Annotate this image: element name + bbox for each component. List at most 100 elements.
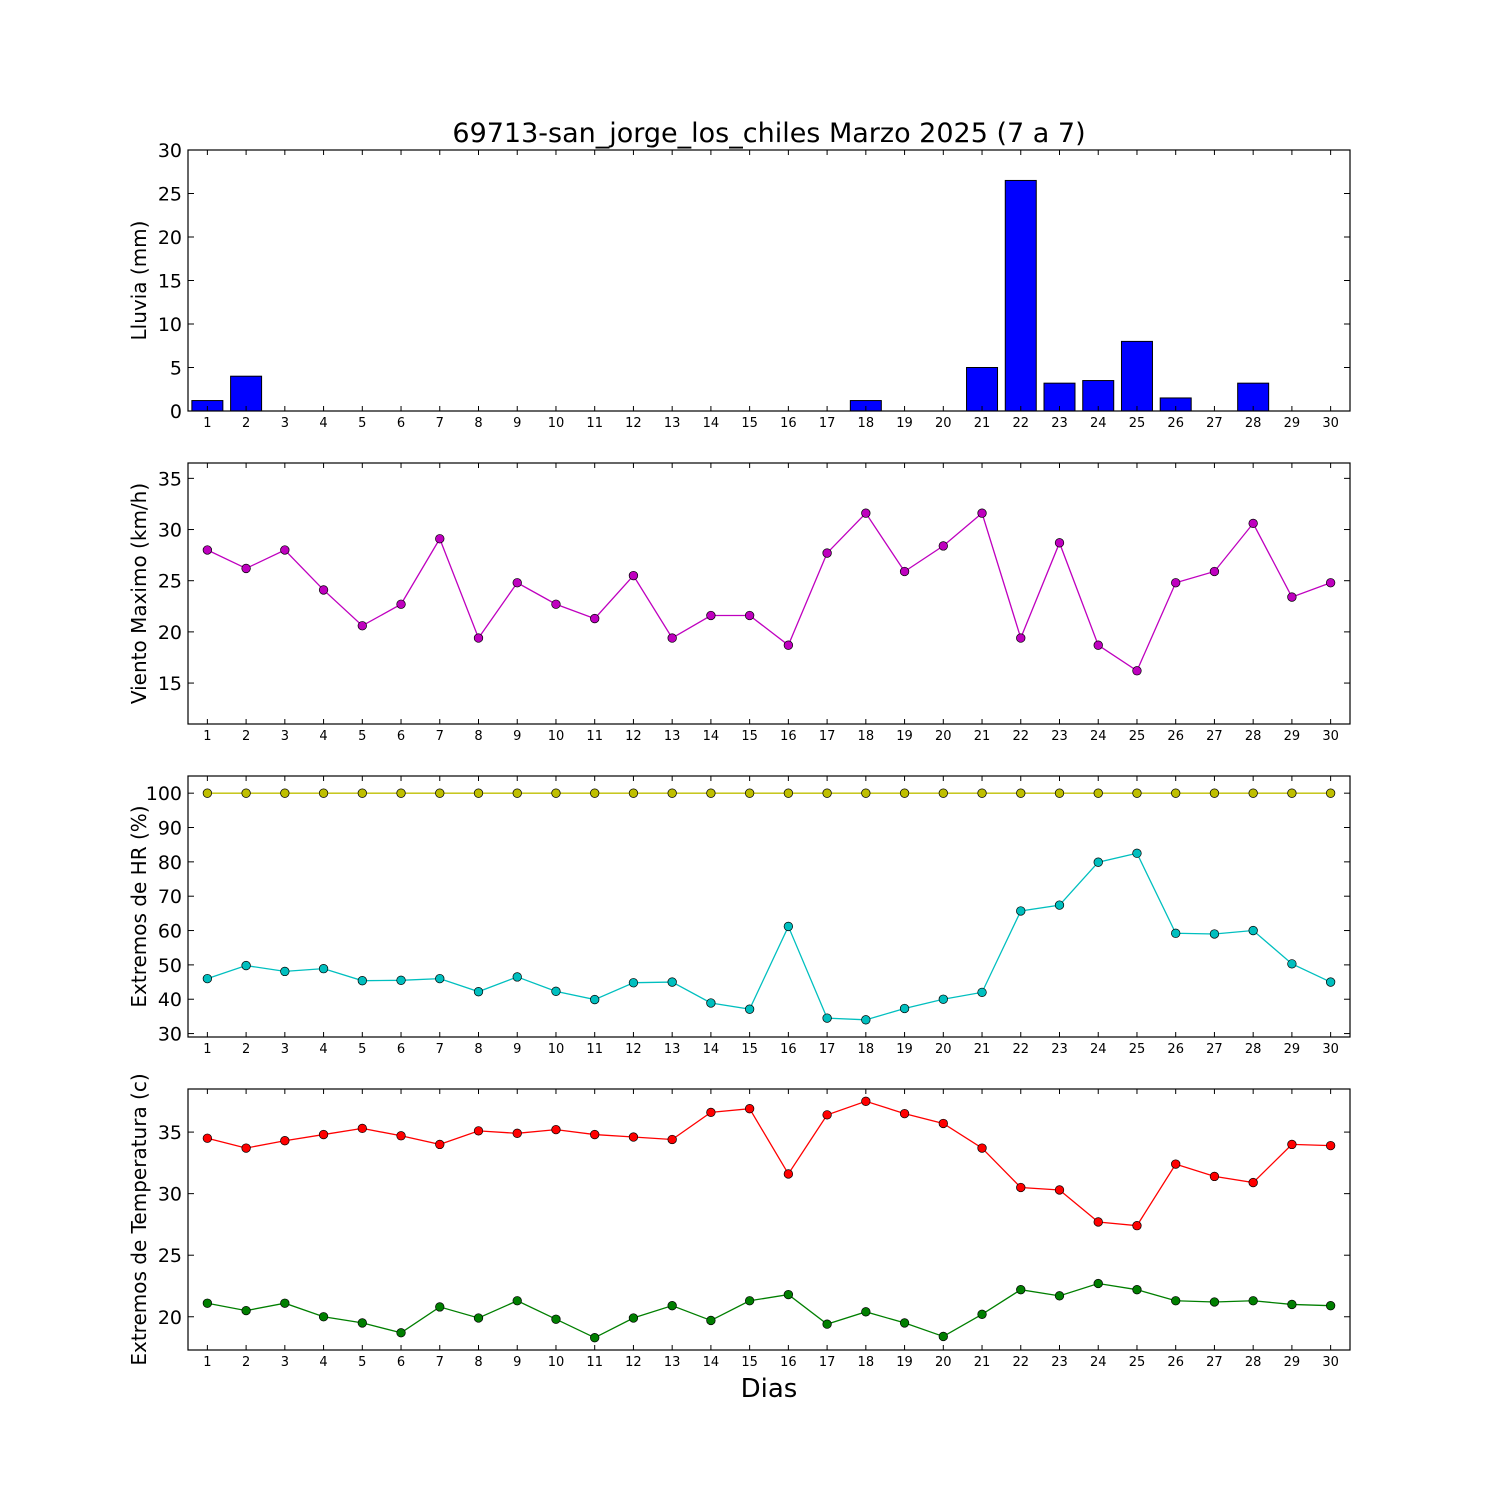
x-tick-label: 3 [281,1042,289,1057]
humidity-point [1016,788,1026,798]
x-tick-label: 21 [974,416,991,431]
x-tick-label: 22 [1012,416,1029,431]
x-tick-label: 9 [513,1042,521,1057]
x-tick-label: 15 [741,1355,758,1370]
x-tick-label: 29 [1284,729,1301,744]
temperature-point [1287,1299,1297,1310]
temperature-point [1325,1140,1336,1151]
temperature-point [551,1124,561,1135]
x-tick-label: 24 [1090,1355,1107,1370]
x-tick-label: 18 [858,1042,875,1057]
humidity-point [551,986,561,996]
wind-y-axis-label: Viento Maximo (km/h) [127,483,151,704]
y-tick-label: 0 [170,401,182,423]
humidity-point [1016,906,1026,916]
x-tick-label: 4 [319,1355,327,1370]
x-tick-label: 19 [896,1042,913,1057]
x-tick-label: 28 [1245,1355,1262,1370]
wind-point [473,633,484,643]
x-tick-label: 19 [896,729,913,744]
x-tick-label: 13 [664,416,681,431]
wind-point [977,508,987,518]
y-tick-label: 15 [158,673,182,695]
y-tick-label: 20 [158,227,182,249]
wind-point [628,570,639,581]
wind-point [241,563,251,574]
rain-plot-frame [187,149,1351,412]
wind-point [1132,666,1142,676]
temperature-point [435,1302,445,1312]
x-tick-label: 18 [858,1355,875,1370]
x-tick-label: 7 [436,729,444,744]
y-tick-label: 25 [158,184,182,206]
temperature-point [667,1301,677,1311]
temperature-point [512,1296,522,1306]
x-tick-label: 19 [896,1355,913,1370]
x-tick-label: 12 [625,729,642,744]
x-tick-label: 5 [358,1042,366,1057]
x-tick-label: 26 [1167,416,1184,431]
humidity-point [1132,848,1142,858]
x-tick-label: 6 [397,1042,405,1057]
humidity-point [396,975,406,985]
x-tick-label: 24 [1090,1042,1107,1057]
panel-rain: 1 2 3 4 5 6 7 8 9 10 11 12 13 14 15 16 17 18 19 20 21 22 23 24 2… [127,140,1351,431]
wind-point [783,640,794,650]
x-tick-label: 22 [1012,1042,1029,1057]
temperature-point [628,1132,639,1142]
humidity-point [241,960,251,971]
x-tick-label: 23 [1051,729,1068,744]
humidity-point [822,1013,832,1023]
x-tick-label: 23 [1051,1042,1068,1057]
x-tick-label: 10 [548,416,565,431]
temperature-y-axis-label: Extremos de Temperatura (c) [127,1073,151,1365]
x-tick-label: 27 [1206,1355,1223,1370]
humidity-point [1132,788,1142,798]
x-tick-label: 14 [703,1042,720,1057]
temperature-point [512,1128,522,1138]
temperature-series-line [207,1100,1331,1227]
temperature-point [1054,1291,1065,1301]
humidity-point [1325,977,1336,987]
x-tick-label: 11 [586,1042,603,1057]
temperature-point [628,1313,639,1323]
humidity-point [280,788,290,798]
humidity-point [1054,788,1065,798]
panel-humidity: 1 2 3 4 5 6 7 8 9 10 11 12 13 14 15 16 17 18 19 20 21 22 23 24 2… [127,775,1351,1057]
x-tick-label: 28 [1245,729,1262,744]
temperature-series-line [207,1282,1331,1339]
x-tick-label: 11 [586,1355,603,1370]
temperature-point [822,1319,832,1329]
humidity-point [1093,857,1103,867]
humidity-point [357,976,367,986]
wind-point [861,508,871,518]
x-tick-label: 16 [780,1355,797,1370]
humidity-point [551,788,561,798]
humidity-point [977,987,987,998]
y-tick-label: 5 [170,358,182,380]
wind-point [202,545,213,555]
temperature-point [1093,1217,1103,1227]
humidity-point [861,1015,871,1025]
x-tick-label: 13 [664,1042,681,1057]
humidity-point [899,1003,910,1014]
x-tick-label: 13 [664,729,681,744]
humidity-point [202,788,213,798]
wind-point [396,599,406,609]
temperature-point [1209,1297,1220,1307]
x-tick-label: 12 [625,1355,642,1370]
humidity-point [977,788,987,798]
x-tick-label: 20 [935,416,952,431]
temperature-point [318,1312,329,1322]
x-tick-label: 11 [586,416,603,431]
x-tick-label: 9 [513,416,521,431]
x-tick-label: 21 [974,729,991,744]
temperature-point [1132,1221,1142,1231]
temperature-point [357,1123,367,1134]
humidity-point [396,788,406,798]
x-tick-label: 30 [1322,1355,1339,1370]
x-tick-label: 20 [935,1042,952,1057]
x-tick-label: 29 [1284,1042,1301,1057]
x-tick-label: 15 [741,729,758,744]
